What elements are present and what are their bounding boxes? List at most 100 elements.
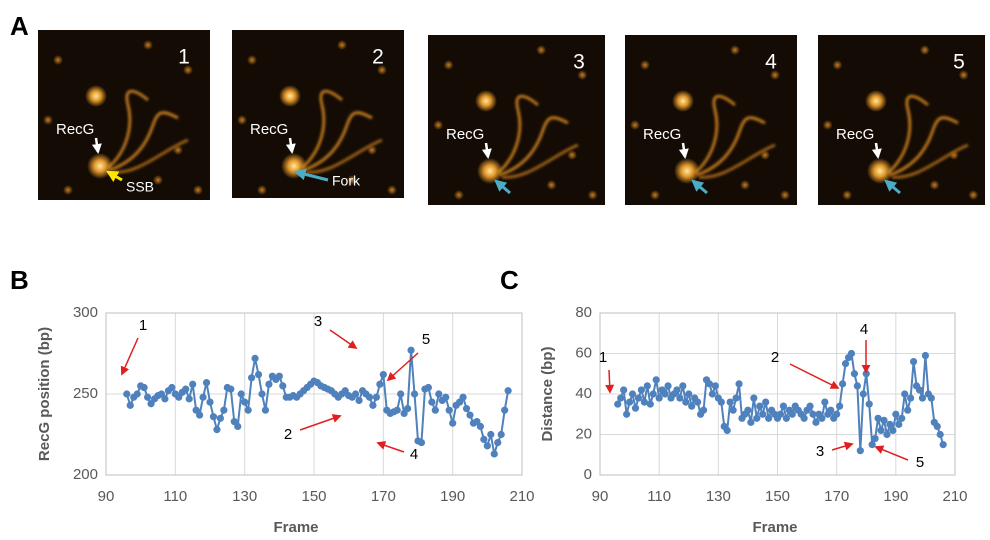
- data-point: [880, 416, 888, 424]
- x-tick-label: 190: [440, 488, 465, 505]
- data-point: [365, 393, 374, 401]
- data-point: [275, 372, 283, 380]
- data-point: [185, 395, 193, 403]
- speck: [650, 190, 660, 200]
- annotation: 4: [860, 321, 868, 338]
- data-point: [759, 410, 767, 418]
- dna-strand: [693, 94, 736, 175]
- recg-blob: [87, 153, 113, 179]
- data-point: [397, 390, 405, 398]
- data-point: [646, 400, 654, 408]
- data-point: [904, 406, 912, 414]
- dna-strand: [696, 116, 766, 177]
- arrow: [91, 137, 102, 154]
- annotation-arrow: [376, 441, 405, 453]
- data-point: [649, 390, 657, 398]
- annotation: 2: [771, 349, 779, 366]
- image-tile: 3 RecG: [428, 35, 605, 205]
- data-point: [685, 390, 693, 398]
- y-tick-label: 20: [575, 425, 592, 442]
- data-point: [637, 386, 646, 394]
- speck: [832, 60, 843, 70]
- data-point: [355, 396, 363, 405]
- data-point: [393, 406, 401, 414]
- speck: [43, 115, 53, 125]
- dna-strand: [106, 89, 149, 170]
- data-point: [161, 395, 169, 403]
- data-point: [779, 402, 788, 410]
- data-point: [907, 394, 915, 402]
- data-point: [620, 386, 628, 394]
- data-point: [717, 398, 725, 406]
- annotation-arrow: [120, 337, 139, 376]
- data-point: [459, 393, 467, 401]
- annotation-arrow: [789, 363, 840, 389]
- data-point: [883, 430, 891, 439]
- x-tick-label: 130: [232, 488, 257, 505]
- data-point: [490, 450, 498, 458]
- data-point: [921, 351, 930, 360]
- y-tick-label: 0: [584, 466, 592, 483]
- data-point: [254, 370, 263, 379]
- data-point: [856, 447, 864, 455]
- data-point: [756, 402, 764, 410]
- x-tick-label: 190: [883, 488, 908, 505]
- x-tick-label: 110: [647, 488, 671, 505]
- data-point: [431, 406, 439, 414]
- data-point: [445, 406, 453, 414]
- data-point: [939, 441, 947, 449]
- data-line: [125, 350, 510, 455]
- data-point: [821, 398, 829, 406]
- arrow: [285, 137, 296, 154]
- dna-strand: [499, 116, 569, 177]
- dna-strand: [889, 116, 959, 177]
- data-point: [688, 402, 696, 410]
- data-point: [206, 398, 214, 406]
- data-point: [227, 385, 235, 393]
- frame-number: 1: [178, 46, 190, 69]
- data-point: [483, 442, 491, 450]
- annotation: 5: [422, 331, 430, 348]
- data-point: [123, 390, 131, 398]
- data-point: [628, 390, 637, 398]
- data-point: [209, 413, 218, 421]
- speck: [822, 120, 833, 130]
- y-tick-label: 60: [575, 344, 592, 361]
- speck: [567, 150, 578, 160]
- data-point: [220, 406, 228, 414]
- data-point: [449, 419, 457, 427]
- data-point: [501, 406, 509, 414]
- data-point: [664, 382, 672, 390]
- speck: [453, 190, 464, 200]
- data-point: [898, 414, 906, 422]
- data-point: [634, 394, 643, 402]
- data-point: [833, 410, 841, 418]
- data-point: [818, 414, 826, 422]
- data-point: [859, 390, 867, 398]
- speck: [546, 180, 557, 190]
- data-point: [800, 414, 808, 422]
- image-tile: 4 RecG: [625, 35, 797, 205]
- data-point: [889, 426, 897, 435]
- speck: [780, 190, 790, 200]
- data-point: [874, 414, 882, 422]
- data-point: [679, 382, 687, 390]
- dna-strand: [109, 111, 179, 172]
- dna-strand: [891, 143, 969, 179]
- data-point: [762, 398, 770, 406]
- blob: [865, 90, 887, 112]
- data-point: [407, 346, 415, 354]
- data-point: [847, 349, 856, 358]
- data-point: [476, 422, 484, 430]
- data-point: [782, 414, 790, 422]
- x-tick-label: 90: [98, 488, 115, 505]
- data-point: [655, 394, 663, 402]
- y-axis-label: RecG position (bp): [36, 327, 53, 461]
- data-point: [927, 394, 935, 402]
- data-point: [435, 390, 443, 398]
- arrow: [691, 179, 708, 195]
- y-tick-label: 80: [575, 304, 592, 321]
- frame-number: 4: [765, 51, 777, 74]
- dna-strand: [698, 143, 776, 179]
- data-point: [372, 393, 380, 401]
